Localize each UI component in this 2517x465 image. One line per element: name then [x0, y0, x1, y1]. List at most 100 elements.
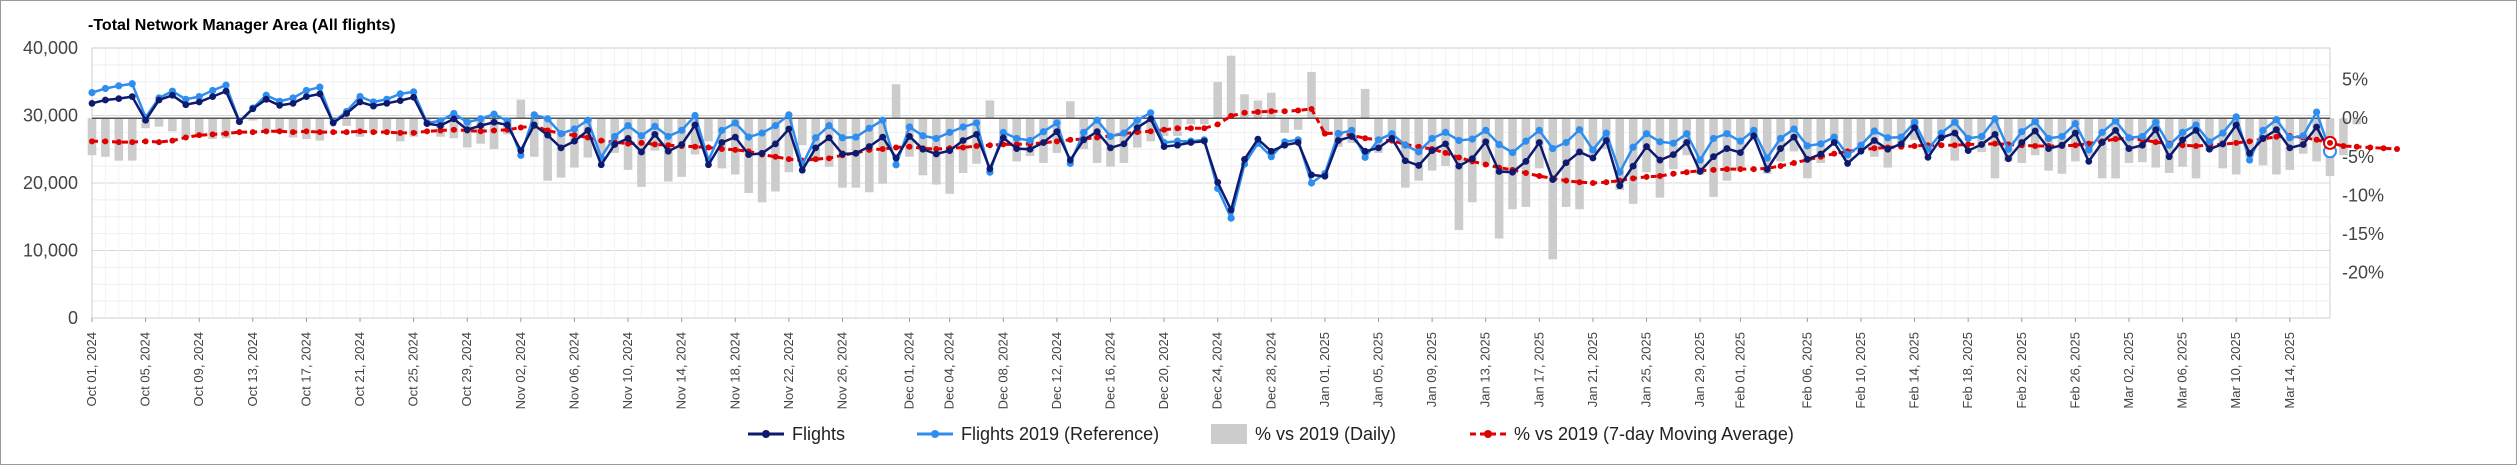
point-flights	[128, 93, 136, 100]
point-flights-2019	[1977, 132, 1986, 141]
point-flights	[1107, 144, 1114, 152]
point-flights	[1763, 166, 1771, 173]
point-pct-ma	[397, 129, 404, 136]
point-flights	[1710, 153, 1717, 161]
bar-pct-daily	[2272, 118, 2281, 175]
point-flights-2019	[1642, 130, 1651, 138]
point-flights	[1991, 131, 1999, 138]
point-flights	[316, 90, 324, 98]
point-pct-ma	[1228, 112, 1235, 119]
point-flights-2019	[611, 132, 619, 141]
point-flights-2019	[209, 86, 217, 95]
x-tick-label: Mar 10, 2025	[2228, 332, 2243, 409]
bar-pct-daily	[1213, 81, 1222, 119]
point-flights	[142, 116, 150, 124]
bar-pct-daily	[248, 118, 258, 121]
bar-pct-daily	[1360, 88, 1370, 119]
plot-area	[91, 47, 2331, 319]
point-flights	[1669, 151, 1677, 159]
point-flights-2019	[436, 117, 445, 125]
bar-pct-daily	[824, 118, 834, 167]
bar-pct-daily	[2231, 118, 2241, 175]
bar-pct-daily	[2352, 118, 2362, 125]
point-flights	[731, 133, 739, 141]
point-flights-2019	[2004, 145, 2012, 153]
point-flights-2019	[1910, 118, 1919, 126]
legend-label: Flights 2019 (Reference)	[961, 424, 1159, 444]
point-flights-2019	[1307, 179, 1316, 187]
point-flights-2019	[477, 115, 485, 123]
x-tick-label: Mar 14, 2025	[2282, 332, 2297, 409]
point-flights	[892, 154, 900, 162]
point-flights-2019	[1575, 126, 1584, 134]
x-tick-label: Dec 04, 2024	[942, 332, 957, 409]
point-flights-2019	[946, 128, 954, 136]
point-pct-ma	[2273, 133, 2280, 140]
point-pct-ma	[276, 128, 283, 135]
point-flights	[932, 150, 940, 158]
point-pct-ma	[1938, 142, 1945, 149]
bar-pct-daily	[1427, 118, 1437, 171]
point-flights	[1294, 139, 1302, 146]
bar-pct-daily	[704, 118, 713, 142]
point-flights	[1897, 140, 1905, 148]
bar-pct-daily	[1106, 118, 1115, 167]
point-flights-2019	[222, 81, 230, 89]
x-tick-label: Feb 06, 2025	[1799, 332, 1814, 409]
point-pct-ma	[1295, 107, 1302, 114]
point-pct-ma	[2192, 142, 2199, 149]
end-marker-pct-ma-dot	[2327, 139, 2333, 146]
point-pct-ma	[290, 129, 297, 136]
point-flights-2019	[1106, 132, 1115, 141]
point-flights	[169, 91, 176, 99]
point-pct-ma	[1710, 166, 1717, 173]
point-flights-2019	[1039, 128, 1048, 136]
point-flights-2019	[2085, 146, 2093, 154]
point-pct-ma	[450, 126, 457, 133]
point-pct-ma	[357, 128, 364, 135]
point-flights-2019	[1817, 140, 1825, 148]
point-flights	[624, 135, 632, 142]
point-flights-2019	[1803, 142, 1811, 150]
point-flights	[410, 93, 418, 101]
point-flights-2019	[2044, 134, 2053, 143]
point-flights	[1790, 133, 1798, 141]
point-pct-ma	[2032, 142, 2039, 149]
point-pct-ma	[2112, 136, 2119, 143]
point-flights	[1736, 149, 1744, 157]
y-right-tick-label: -20%	[2342, 262, 2384, 282]
point-pct-ma	[1442, 149, 1449, 156]
point-flights-2019	[2245, 156, 2254, 164]
point-flights	[1187, 139, 1195, 146]
bar-pct-daily	[945, 118, 954, 194]
point-pct-ma	[196, 132, 203, 139]
point-flights	[1683, 139, 1691, 146]
point-pct-ma	[2380, 145, 2387, 152]
x-tick-label: Dec 01, 2024	[901, 332, 916, 409]
point-flights	[2232, 121, 2240, 129]
bar-pct-daily	[1226, 55, 1236, 119]
bar-pct-daily	[1494, 118, 1504, 239]
point-flights-2019	[1736, 137, 1744, 145]
point-flights	[2018, 139, 2026, 146]
point-flights-2019	[892, 161, 900, 169]
legend-label: % vs 2019 (7-day Moving Average)	[1514, 424, 1794, 444]
point-pct-ma	[89, 138, 95, 145]
point-flights	[2165, 153, 2173, 161]
bar-pct-daily	[757, 118, 767, 203]
point-flights	[1013, 145, 1021, 152]
point-flights-2019	[316, 83, 324, 91]
point-flights-2019	[1843, 151, 1852, 159]
bar-pct-daily	[1883, 118, 1893, 168]
point-flights-2019	[2058, 132, 2066, 141]
bar-pct-daily	[168, 118, 177, 132]
point-flights-2019	[1334, 130, 1342, 138]
point-flights	[195, 98, 203, 106]
bar-pct-daily	[543, 118, 552, 181]
point-flights	[343, 110, 351, 117]
point-flights	[1214, 178, 1222, 186]
point-flights-2019	[1522, 137, 1530, 145]
point-pct-ma	[343, 129, 350, 136]
bar-pct-daily	[101, 118, 110, 157]
bar-pct-daily	[784, 118, 794, 173]
